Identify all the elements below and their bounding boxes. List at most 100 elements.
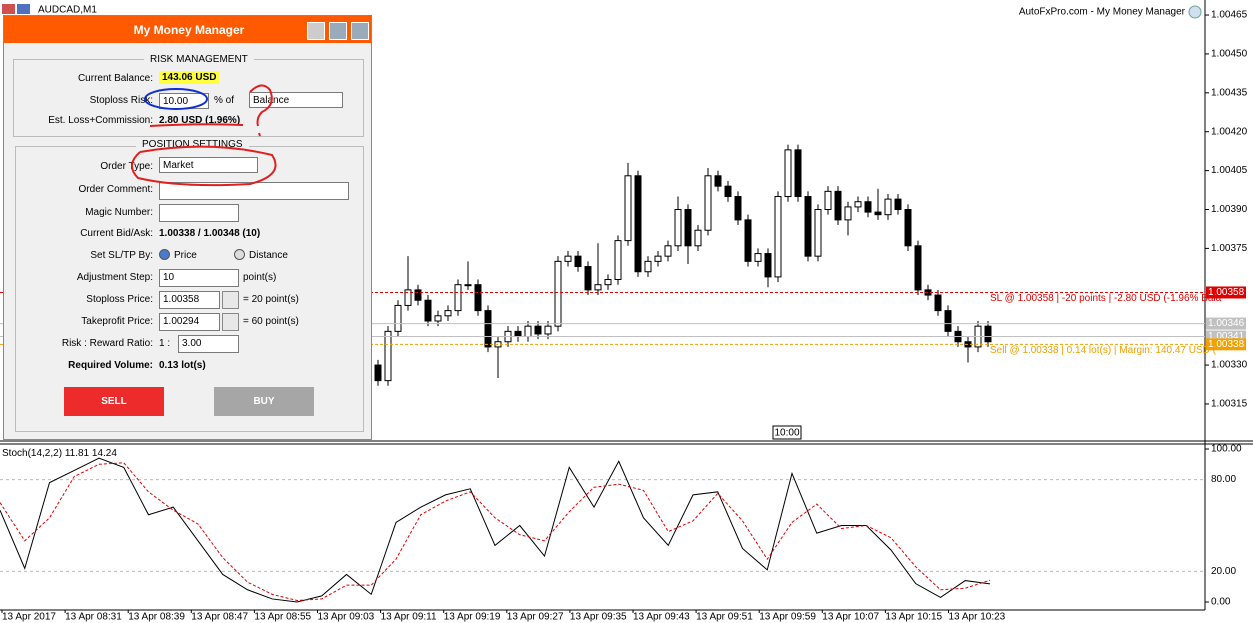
tp-input[interactable]: 1.00294 xyxy=(159,313,220,331)
label: point(s) xyxy=(243,272,277,283)
price-line-text: SL @ 1.00358 | -20 points | -2.80 USD (-… xyxy=(990,293,1222,304)
y-tick-label: 0.00 xyxy=(1211,597,1231,608)
label: Takeprofit Price: xyxy=(81,316,153,327)
candle-body xyxy=(884,198,892,216)
candle-body xyxy=(894,198,902,210)
section-title: POSITION SETTINGS xyxy=(136,139,249,150)
sell-button[interactable]: SELL xyxy=(64,387,164,416)
candle-body xyxy=(394,304,402,332)
candle-body xyxy=(614,240,622,281)
comment-input[interactable] xyxy=(159,182,349,200)
balance: 143.06 USD xyxy=(159,71,220,84)
label: Price xyxy=(174,250,197,261)
candle-body xyxy=(684,208,692,247)
candle-body xyxy=(714,175,722,187)
candle-body xyxy=(524,325,532,338)
label: Required Volume: xyxy=(68,360,153,371)
candle-body xyxy=(584,266,592,291)
candle-body xyxy=(864,201,872,213)
stoch-line xyxy=(0,462,991,601)
y-tick-label: 1.00390 xyxy=(1211,204,1248,215)
step-input[interactable]: 10 xyxy=(159,269,239,287)
candle-body xyxy=(644,260,652,273)
y-tick-label: 1.00450 xyxy=(1211,49,1248,60)
candle-body xyxy=(874,211,882,216)
volume: 0.13 lot(s) xyxy=(159,360,206,371)
settings-button[interactable] xyxy=(307,22,325,40)
x-tick-label: 13 Apr 09:59 xyxy=(759,612,816,623)
candle-body xyxy=(574,255,582,268)
x-tick-label: 13 Apr 09:51 xyxy=(696,612,753,623)
price-label: 1.00338 xyxy=(1208,339,1245,350)
candle-body xyxy=(724,185,732,198)
close-button[interactable] xyxy=(351,22,369,40)
est-loss: 2.80 USD (1.96%) xyxy=(159,115,241,126)
candle-body xyxy=(734,196,742,221)
candle-body xyxy=(654,255,662,262)
x-tick-label: 13 Apr 10:15 xyxy=(885,612,942,623)
candle-body xyxy=(464,284,472,287)
label: Adjustment Step: xyxy=(76,272,153,283)
y-tick-label: 20.00 xyxy=(1211,566,1236,577)
y-tick-label: 1.00375 xyxy=(1211,243,1248,254)
price-label: 1.00358 xyxy=(1208,287,1245,298)
rr-input[interactable]: 3.00 xyxy=(178,335,239,353)
spinner[interactable] xyxy=(222,291,239,309)
candle-body xyxy=(474,284,482,312)
label: Order Comment: xyxy=(78,184,153,195)
candle-body xyxy=(804,196,812,257)
candle-body xyxy=(454,284,462,312)
x-tick-label: 13 Apr 09:27 xyxy=(507,612,564,623)
indicator-value: 14.24 xyxy=(92,448,117,459)
basis-select[interactable]: Balance xyxy=(249,92,343,108)
candle-body xyxy=(554,260,562,327)
spinner[interactable] xyxy=(222,313,239,331)
label: Risk : Reward Ratio: xyxy=(61,338,153,349)
price-line-text: Sell @ 1.00338 | 0.14 lot(s) | Margin: 1… xyxy=(990,345,1217,356)
label: Est. Loss+Commission: xyxy=(48,115,153,126)
candle-body xyxy=(704,175,712,231)
magic-input[interactable] xyxy=(159,204,239,222)
x-tick-label: 13 Apr 08:39 xyxy=(128,612,185,623)
indicator-value: 11.81 xyxy=(65,448,90,459)
radio[interactable] xyxy=(234,249,245,260)
label: Stoploss Risk: xyxy=(89,95,153,106)
order-type-select[interactable]: Market xyxy=(159,157,258,173)
buy-button[interactable]: BUY xyxy=(214,387,314,416)
price-label: 1.00341 xyxy=(1208,331,1245,342)
radio[interactable] xyxy=(159,249,170,260)
candle-body xyxy=(844,206,852,221)
candle-body xyxy=(544,325,552,335)
minimize-button[interactable] xyxy=(329,22,347,40)
icon xyxy=(2,4,15,14)
y-tick-label: 1.00435 xyxy=(1211,87,1248,98)
candle-body xyxy=(384,330,392,382)
money-manager-panel: My Money Manager RISK MANAGEMENT Current… xyxy=(3,15,372,440)
price-label-box xyxy=(1206,286,1246,299)
risk-input[interactable]: 10.00 xyxy=(159,93,209,109)
label: Magic Number: xyxy=(85,207,153,218)
candle-body xyxy=(664,245,672,257)
candle-body xyxy=(564,255,572,262)
y-tick-label: 1.00405 xyxy=(1211,165,1248,176)
x-tick-label: 13 Apr 2017 xyxy=(2,612,56,623)
label: Distance xyxy=(249,250,288,261)
stoch-line xyxy=(0,457,991,603)
candle-body xyxy=(814,208,822,257)
x-tick-label: 13 Apr 09:03 xyxy=(318,612,375,623)
label: Stoploss Price: xyxy=(86,294,153,305)
candle-body xyxy=(404,289,412,306)
label: % of xyxy=(214,95,235,106)
x-tick-label: 13 Apr 09:19 xyxy=(444,612,501,623)
price-label: 1.00346 xyxy=(1208,318,1245,329)
indicator-title: Stoch(14,2,2) 11.81 14.24 xyxy=(2,448,117,459)
candle-body xyxy=(904,208,912,247)
candle-body xyxy=(914,245,922,291)
sl-input[interactable]: 1.00358 xyxy=(159,291,220,309)
label: = 60 point(s) xyxy=(243,316,299,327)
candle-body xyxy=(434,315,442,322)
y-tick-label: 1.00420 xyxy=(1211,126,1248,137)
icon xyxy=(1188,5,1202,19)
icon xyxy=(17,4,30,14)
